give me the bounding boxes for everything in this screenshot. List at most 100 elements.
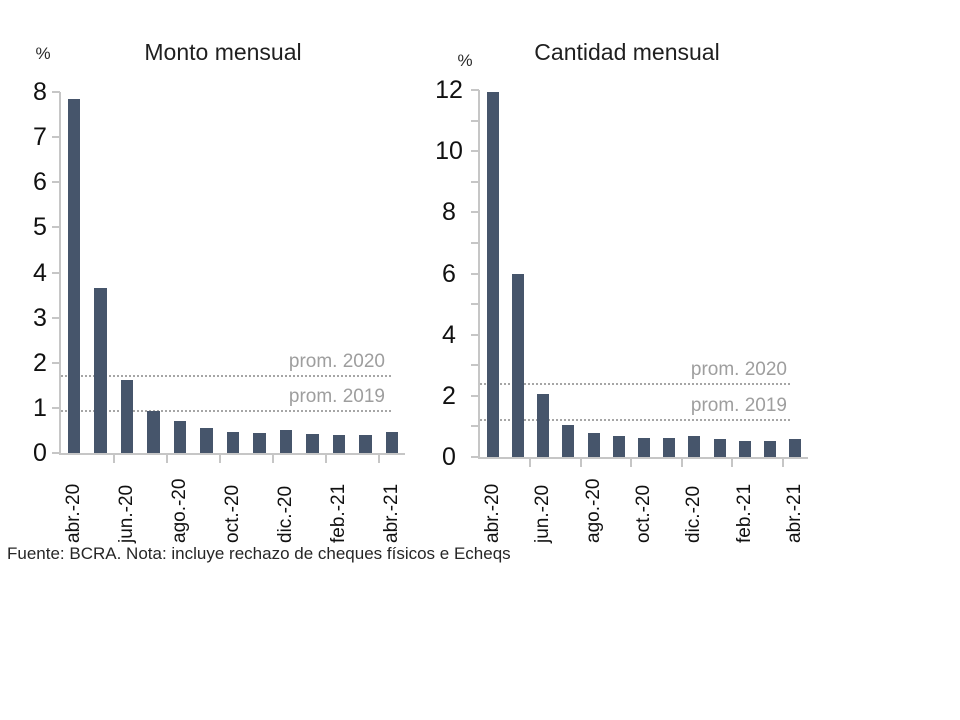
y-axis-tick	[471, 89, 479, 91]
chart-title: Monto mensual	[144, 39, 302, 65]
y-axis-unit-label: %	[35, 44, 51, 63]
reference-line	[480, 419, 790, 422]
bar-nov.-20	[253, 432, 266, 453]
y-axis-tick	[471, 119, 479, 122]
y-axis-tick	[471, 333, 479, 336]
y-axis-tick	[52, 452, 60, 454]
y-axis-tick	[52, 361, 60, 364]
y-axis-tick-label: 6	[33, 168, 47, 197]
bar-sep.-20	[200, 427, 213, 453]
reference-line-label: prom. 2020	[690, 358, 787, 380]
reference-line	[61, 410, 391, 413]
x-axis-tick	[680, 459, 683, 467]
reference-line-label: prom. 2019	[288, 386, 385, 408]
x-axis-tick-label: jun.-20	[532, 484, 554, 543]
bar-feb.-21	[738, 440, 751, 457]
y-axis-tick-label: 0	[33, 439, 47, 467]
bar-abr.-20	[67, 98, 81, 453]
bar-sep.-20	[612, 435, 625, 457]
bar-abr.-20	[486, 91, 499, 457]
x-axis-tick	[377, 455, 380, 463]
x-axis-tick	[630, 459, 633, 467]
x-axis-tick-label: ago.-20	[582, 478, 604, 543]
source-note: Fuente: BCRA. Nota: incluye rechazo de c…	[7, 544, 511, 563]
x-axis-tick	[579, 459, 582, 467]
x-axis-tick	[324, 455, 327, 463]
x-axis-tick	[529, 459, 532, 467]
reference-line-label: prom. 2019	[690, 395, 787, 417]
y-axis-tick	[52, 271, 60, 274]
y-axis-tick	[52, 91, 60, 93]
x-axis-tick-label: dic.-20	[683, 485, 705, 543]
chart-title: Cantidad mensual	[534, 39, 720, 65]
y-axis-tick-label: 4	[33, 258, 47, 287]
reference-line	[61, 375, 391, 378]
y-axis-tick-label: 4	[442, 320, 456, 349]
x-axis-line	[478, 457, 808, 459]
y-axis-tick	[52, 316, 60, 319]
y-axis-tick-label: 3	[33, 303, 47, 332]
reference-line-label: prom. 2020	[288, 351, 385, 373]
y-axis-tick	[471, 425, 479, 428]
bar-jul.-20	[562, 424, 575, 457]
bar-jun.-20	[537, 394, 550, 457]
y-axis-tick-label: 12	[435, 76, 463, 104]
bar-ene.-21	[306, 434, 319, 453]
bar-jun.-20	[120, 379, 134, 453]
y-axis-tick	[471, 180, 479, 183]
x-axis-tick	[781, 459, 784, 467]
y-axis-tick	[471, 150, 479, 153]
bar-mar.-21	[359, 434, 372, 453]
x-axis-tick-label: oct.-20	[633, 484, 654, 543]
bar-mar.-21	[764, 440, 777, 457]
y-axis-tick	[471, 303, 479, 306]
bar-dic.-20	[688, 436, 701, 457]
y-axis-tick-label: 8	[442, 198, 456, 227]
x-axis-tick	[165, 455, 168, 463]
y-axis-tick	[52, 181, 60, 184]
bar-feb.-21	[332, 435, 346, 453]
y-axis-tick-label: 1	[33, 393, 47, 422]
bar-abr.-21	[789, 438, 802, 457]
bar-oct.-20	[638, 438, 650, 457]
x-axis-tick	[218, 455, 221, 463]
y-axis-tick	[52, 406, 60, 409]
bar-may.-20	[511, 273, 524, 457]
y-axis-tick	[471, 211, 479, 214]
bar-ene.-21	[713, 438, 726, 457]
y-axis-tick-label: 2	[442, 381, 456, 410]
bar-oct.-20	[226, 432, 240, 453]
y-axis-tick-label: 0	[442, 443, 456, 471]
bar-dic.-20	[279, 429, 293, 453]
y-axis-tick-label: 7	[33, 123, 47, 152]
y-axis-tick	[471, 394, 479, 397]
y-axis-tick-label: 8	[33, 78, 47, 106]
bar-nov.-20	[663, 438, 676, 457]
y-axis-tick	[471, 456, 479, 458]
bar-may.-20	[94, 288, 107, 453]
bar-jul.-20	[147, 410, 160, 453]
x-axis-tick-label: abr.-21	[784, 483, 806, 543]
x-axis-line	[59, 453, 405, 455]
y-axis-tick-label: 2	[33, 348, 47, 377]
x-axis-tick	[271, 455, 274, 463]
y-axis-line	[59, 92, 61, 455]
y-axis-tick	[471, 364, 479, 367]
y-axis-tick-label: 5	[33, 213, 47, 242]
y-axis-tick	[52, 136, 60, 139]
bar-ago.-20	[587, 432, 600, 457]
x-axis-tick-label: feb.-21	[733, 483, 755, 543]
x-axis-tick	[112, 455, 115, 463]
bar-abr.-21	[385, 432, 399, 453]
y-axis-line	[478, 90, 480, 459]
bar-ago.-20	[173, 421, 187, 453]
reference-line	[480, 382, 790, 385]
y-axis-tick	[471, 272, 479, 275]
y-axis-tick	[471, 241, 479, 244]
x-axis-tick-label: abr.-20	[481, 483, 503, 543]
x-axis-tick	[731, 459, 734, 467]
y-axis-tick-label: 6	[442, 259, 456, 288]
